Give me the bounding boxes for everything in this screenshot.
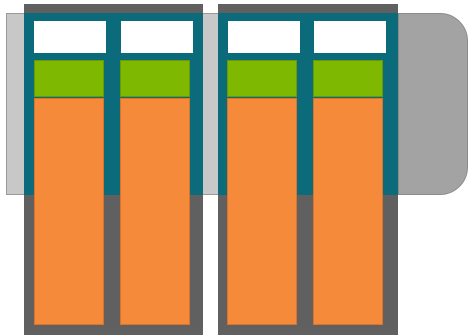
module-2-column-2-orange-block [313,98,383,325]
rail-middle [203,13,218,195]
module-1-column-2-slot [121,21,193,53]
module-2-column-2-slot [314,21,386,53]
module-2-column-1-green-block [227,60,297,97]
module-2-column-1-orange-block [227,98,297,325]
module-1-column-2-orange-block [120,98,190,325]
module-1-column-1-slot [34,21,106,53]
module-2-column-2-green-block [313,60,383,97]
module-1-column-1-green-block [34,60,104,97]
end-tab [398,13,468,195]
module-2-column-1-slot [228,21,300,53]
module-1-column-2-green-block [120,60,190,97]
module-1-column-1-orange-block [34,98,104,325]
